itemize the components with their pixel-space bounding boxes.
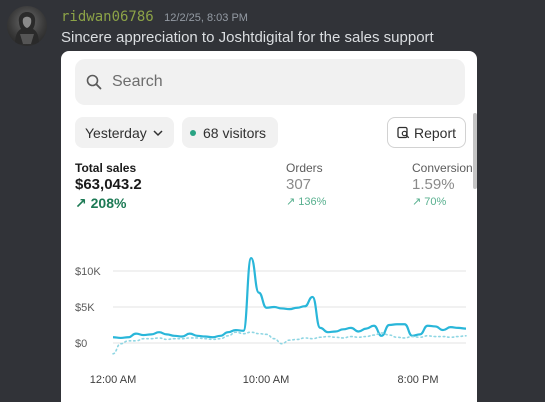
visitors-label: 68 visitors: [203, 124, 267, 141]
metric-value: $63,043.2: [75, 176, 142, 193]
y-tick-label: $0: [75, 338, 87, 350]
x-tick-label: 8:00 PM: [398, 374, 439, 386]
live-dot-icon: [190, 129, 196, 136]
metric-change-value: 208%: [90, 195, 127, 211]
scrollbar[interactable]: [473, 113, 477, 189]
avatar-image: [15, 12, 39, 44]
x-tick-label: 10:00 AM: [243, 374, 289, 386]
metric-conversion[interactable]: Conversion 1.59% ↗ 70%: [412, 161, 473, 208]
date-range-dropdown[interactable]: Yesterday: [75, 117, 174, 148]
metric-label: Orders: [286, 161, 323, 175]
metric-change-value: 70%: [424, 196, 447, 208]
metric-change-value: 136%: [298, 196, 327, 208]
visitors-badge[interactable]: 68 visitors: [182, 117, 278, 148]
sales-line-chart: $10K $5K $0 12:00 AM 10:00 AM 8:00 PM: [75, 256, 467, 386]
metric-label: Total sales: [75, 161, 137, 175]
message-header: ridwan06786 12/2/25, 8:03 PM: [61, 8, 248, 26]
search-placeholder: Search: [112, 73, 163, 90]
message-text: Sincere appreciation to Joshtdigital for…: [61, 29, 434, 46]
x-tick-label: 12:00 AM: [90, 374, 136, 386]
metric-change: ↗ 136%: [286, 196, 327, 208]
search-icon: [86, 74, 102, 90]
image-attachment[interactable]: Search Yesterday 68 visitors Report Tota…: [61, 51, 477, 402]
report-icon: [397, 126, 410, 139]
y-tick-label: $5K: [75, 302, 95, 314]
sales-series-line: [112, 256, 467, 340]
username[interactable]: ridwan06786: [61, 9, 154, 25]
metric-change: ↗ 208%: [75, 195, 127, 211]
metric-label: Conversion: [412, 161, 473, 175]
y-tick-label: $10K: [75, 266, 101, 278]
metric-change: ↗ 70%: [412, 196, 447, 208]
metric-total-sales[interactable]: Total sales $63,043.2 ↗ 208%: [75, 161, 142, 212]
metric-value: 307: [286, 176, 312, 193]
user-avatar[interactable]: [7, 6, 47, 46]
metric-orders[interactable]: Orders 307 ↗ 136%: [286, 161, 326, 208]
metric-value: 1.59%: [412, 176, 455, 193]
chevron-down-icon: [153, 129, 163, 136]
message-timestamp: 12/2/25, 8:03 PM: [164, 12, 248, 24]
date-range-label: Yesterday: [85, 124, 147, 141]
report-button[interactable]: Report: [387, 117, 466, 148]
report-label: Report: [414, 124, 457, 141]
search-bar[interactable]: Search: [75, 59, 465, 105]
comparison-series-line: [112, 331, 467, 355]
